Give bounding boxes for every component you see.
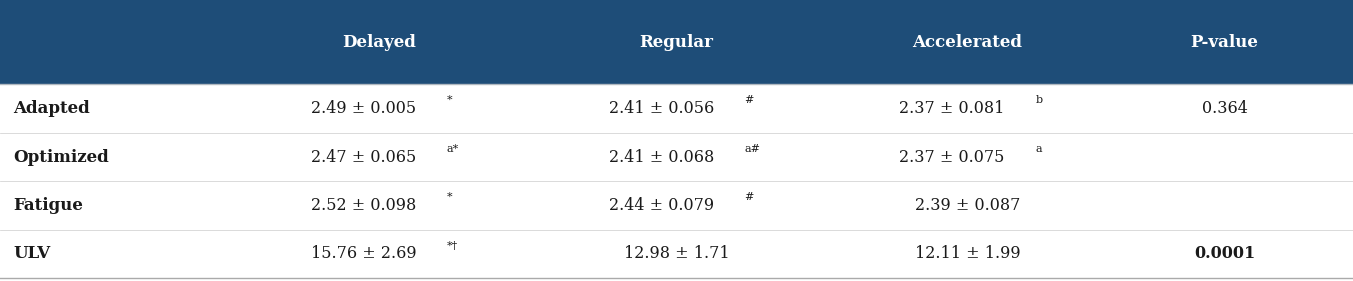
Text: Accelerated: Accelerated	[912, 34, 1023, 51]
Text: 2.49 ± 0.005: 2.49 ± 0.005	[311, 100, 417, 117]
Text: P-value: P-value	[1191, 34, 1258, 51]
Text: 2.37 ± 0.081: 2.37 ± 0.081	[900, 100, 1005, 117]
Text: Adapted: Adapted	[14, 100, 91, 117]
Text: 2.41 ± 0.056: 2.41 ± 0.056	[609, 100, 714, 117]
Text: *†: *†	[446, 241, 459, 251]
Text: Regular: Regular	[640, 34, 713, 51]
Text: 12.98 ± 1.71: 12.98 ± 1.71	[624, 246, 729, 262]
Text: 2.47 ± 0.065: 2.47 ± 0.065	[311, 149, 417, 166]
Text: *: *	[446, 192, 452, 202]
Text: 2.41 ± 0.068: 2.41 ± 0.068	[609, 149, 714, 166]
Text: 0.364: 0.364	[1201, 100, 1247, 117]
Text: Optimized: Optimized	[14, 149, 110, 166]
Text: a#: a#	[744, 144, 760, 154]
Text: 15.76 ± 2.69: 15.76 ± 2.69	[311, 246, 417, 262]
Text: 2.52 ± 0.098: 2.52 ± 0.098	[311, 197, 417, 214]
Text: 2.39 ± 0.087: 2.39 ± 0.087	[915, 197, 1020, 214]
Text: a: a	[1035, 144, 1042, 154]
FancyBboxPatch shape	[0, 0, 1353, 84]
Text: a*: a*	[446, 144, 459, 154]
Text: ULV: ULV	[14, 246, 50, 262]
Text: 2.44 ± 0.079: 2.44 ± 0.079	[609, 197, 714, 214]
Text: *: *	[446, 95, 452, 105]
Text: Delayed: Delayed	[342, 34, 415, 51]
Text: 12.11 ± 1.99: 12.11 ± 1.99	[915, 246, 1020, 262]
Text: b: b	[1035, 95, 1043, 105]
Text: 2.37 ± 0.075: 2.37 ± 0.075	[900, 149, 1005, 166]
Text: #: #	[744, 95, 754, 105]
Text: Fatigue: Fatigue	[14, 197, 84, 214]
Text: #: #	[744, 192, 754, 202]
Text: 0.0001: 0.0001	[1193, 246, 1256, 262]
